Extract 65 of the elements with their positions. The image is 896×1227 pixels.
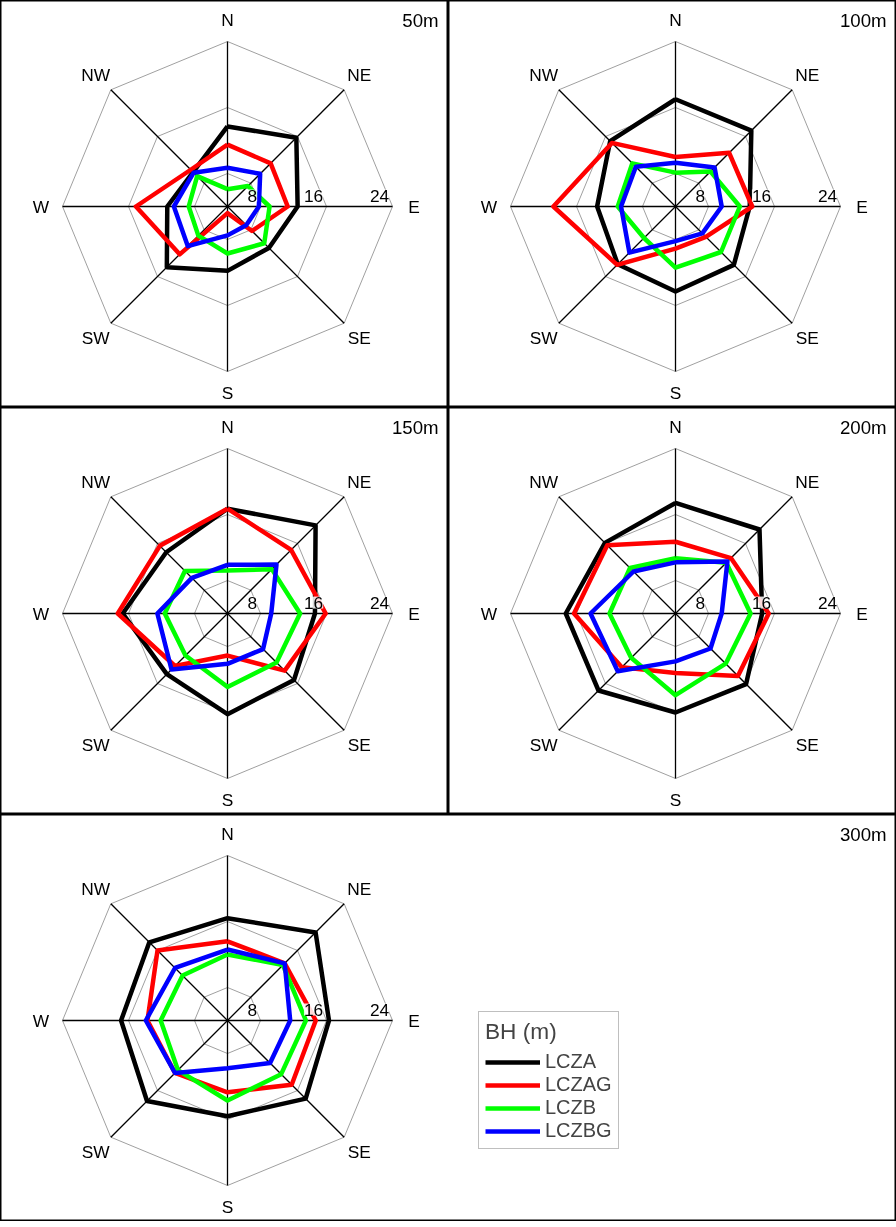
spoke-label: E xyxy=(408,196,420,217)
spoke-label: S xyxy=(221,1196,234,1217)
spoke-label: S xyxy=(221,382,234,403)
spoke-label: N xyxy=(221,824,234,845)
chart-title: 100m xyxy=(839,10,887,32)
spoke-label: S xyxy=(221,789,234,810)
y-tick-label: 8 xyxy=(247,185,258,206)
spoke-label: SW xyxy=(529,328,559,349)
legend-label: LCZB xyxy=(545,1096,597,1119)
y-tick-label: 16 xyxy=(751,185,772,206)
spoke-label: SW xyxy=(81,1142,111,1163)
spoke-label: NE xyxy=(347,471,372,492)
spoke-label: N xyxy=(669,417,682,438)
spoke-label: SE xyxy=(795,735,819,756)
text: 300m xyxy=(839,824,887,846)
spoke-label: SE xyxy=(347,1142,371,1163)
spoke-label: N xyxy=(221,10,234,31)
chart-title: 150m xyxy=(391,417,439,439)
spoke-label: E xyxy=(856,603,868,624)
spoke-label: NE xyxy=(347,878,372,899)
spoke-label: W xyxy=(32,603,50,624)
y-tick-label: 8 xyxy=(695,185,706,206)
spoke-label: W xyxy=(480,603,498,624)
legend-label: LCZA xyxy=(545,1050,597,1073)
y-tick-label: 16 xyxy=(303,592,324,613)
y-tick-label: 24 xyxy=(369,185,390,206)
spoke-label: N xyxy=(669,10,682,31)
spoke-label: S xyxy=(669,382,682,403)
y-tick-label: 24 xyxy=(369,592,390,613)
spoke-label: NW xyxy=(529,64,559,85)
spoke-label: NW xyxy=(81,64,111,85)
spoke-label: SE xyxy=(347,328,371,349)
spoke-label: NE xyxy=(795,471,820,492)
spoke-label: SE xyxy=(795,328,819,349)
spoke-label: SE xyxy=(347,735,371,756)
spoke-label: E xyxy=(408,603,420,624)
spoke-label: W xyxy=(480,196,498,217)
spoke-label: SW xyxy=(81,328,111,349)
spoke-label: S xyxy=(669,789,682,810)
spoke-label: NW xyxy=(81,471,111,492)
y-tick-label: 24 xyxy=(817,592,838,613)
y-tick-label: 8 xyxy=(247,999,258,1020)
y-tick-label: 8 xyxy=(247,592,258,613)
spoke-label: NE xyxy=(347,64,372,85)
spoke-label: SW xyxy=(81,735,111,756)
spoke-label: SW xyxy=(529,735,559,756)
spoke-label: W xyxy=(32,1010,50,1031)
spoke-label: E xyxy=(408,1010,420,1031)
spoke-label: N xyxy=(221,417,234,438)
chart-title: 200m xyxy=(839,417,887,439)
spoke-label: NW xyxy=(81,878,111,899)
y-tick-label: 16 xyxy=(303,999,324,1020)
y-tick-label: 8 xyxy=(695,592,706,613)
spoke-label: NW xyxy=(529,471,559,492)
spoke-label: NE xyxy=(795,64,820,85)
y-tick-label: 24 xyxy=(369,999,390,1020)
spoke-label: E xyxy=(856,196,868,217)
legend-label: LCZAG xyxy=(545,1073,612,1096)
y-tick-label: 24 xyxy=(817,185,838,206)
legend-title: BH (m) xyxy=(485,1018,558,1045)
chart-title: 50m xyxy=(402,10,439,32)
y-tick-label: 16 xyxy=(303,185,324,206)
spoke-label: W xyxy=(32,196,50,217)
legend-label: LCZBG xyxy=(545,1119,612,1142)
y-tick-label: 16 xyxy=(751,592,772,613)
